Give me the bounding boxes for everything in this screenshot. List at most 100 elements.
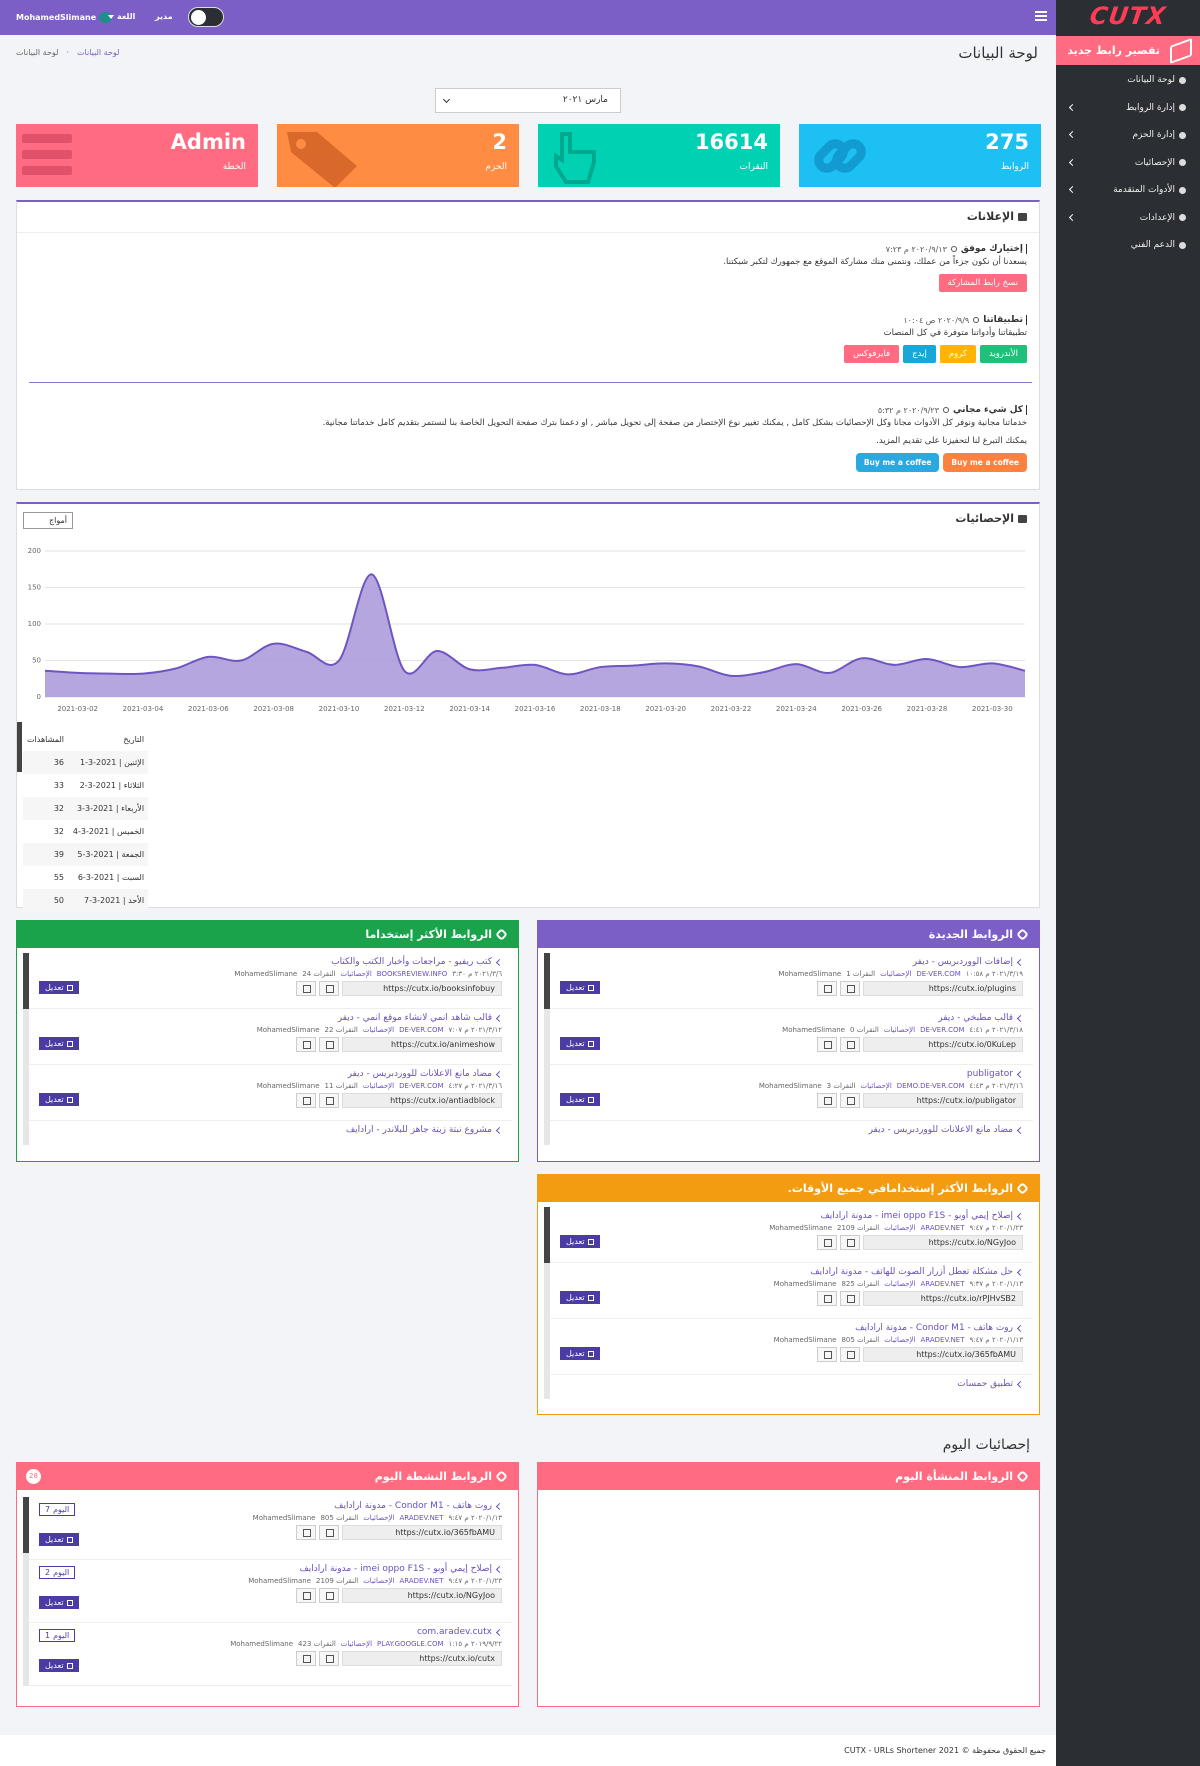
date: ٢٠١٩/٩/٢٢ م ١:١٥ (448, 1640, 502, 1648)
stats-link[interactable]: الإحصائيات (884, 1280, 916, 1288)
clicks-count: 423 (298, 1640, 312, 1648)
link-title-text[interactable]: مضاد مانع الاعلانات للووردبريس - ديفر (347, 1069, 492, 1079)
link-title-text[interactable]: publigator (966, 1069, 1013, 1079)
edit-button[interactable]: تعديل (39, 1093, 79, 1106)
button[interactable]: Buy me a coffee (943, 453, 1027, 472)
link-title-text[interactable]: مشروع نبتة زينة جاهز للبلاندر - ارادايف (345, 1125, 492, 1135)
open-button[interactable] (296, 1093, 316, 1108)
edit-button[interactable]: تعديل (560, 1235, 600, 1248)
stats-link[interactable]: الإحصائيات (883, 1026, 916, 1034)
button[interactable]: Buy me a coffee (855, 453, 940, 472)
menu-item[interactable]: إدارة الروابط (1056, 97, 1200, 119)
open-button[interactable] (296, 981, 316, 996)
copy-button[interactable] (319, 1093, 339, 1108)
stats-link[interactable]: الإحصائيات (884, 1224, 916, 1232)
open-button[interactable] (817, 1093, 837, 1108)
new-link-button[interactable]: تقصير رابط جديد (1056, 36, 1200, 65)
edit-button[interactable]: تعديل (39, 1533, 79, 1546)
copy-button[interactable] (840, 1347, 860, 1362)
table-cell: 32 (23, 797, 69, 820)
menu-item[interactable]: الإحصائيات (1056, 152, 1200, 174)
button[interactable]: إيدج (903, 345, 936, 363)
menu-toggle[interactable] (1035, 11, 1047, 21)
link-title-text[interactable]: قالب مطبخي - ديفر (938, 1013, 1013, 1023)
table-header: التاريخ المشاهدات (23, 728, 148, 751)
date: ٢٠٢٠/١/٢٣ م ٩:٤٧ (969, 1224, 1023, 1232)
copy-button[interactable] (319, 1037, 339, 1052)
menu-item[interactable]: الإعدادات (1056, 207, 1200, 229)
open-button[interactable] (296, 1588, 316, 1603)
link-title-text[interactable]: com.aradev.cutx (416, 1627, 492, 1637)
domain: ARADEV.NET (920, 1280, 965, 1288)
open-button[interactable] (817, 1037, 837, 1052)
short-url: https://cutx.io/NGyJoo (863, 1235, 1023, 1250)
user-menu[interactable]: MohamedSlimane (16, 12, 113, 23)
open-button[interactable] (817, 1235, 837, 1250)
edit-button[interactable]: تعديل (560, 1347, 600, 1360)
copy-button[interactable] (840, 1093, 860, 1108)
card-value: 275 (985, 130, 1029, 154)
language-menu[interactable]: اللغة (108, 12, 135, 21)
button[interactable]: فايرفوكس (844, 345, 900, 363)
open-button[interactable] (296, 1651, 316, 1666)
stats-link[interactable]: الإحصائيات (860, 1082, 892, 1090)
edit-button[interactable]: تعديل (39, 1659, 79, 1672)
mode-toggle[interactable] (188, 7, 224, 27)
menu-item[interactable]: الدعم الفني (1056, 234, 1200, 256)
edit-button[interactable]: تعديل (560, 981, 600, 994)
link-title-text[interactable]: إضافات الووردبريس - ديفر (912, 957, 1013, 967)
link-title-text[interactable]: كتب ريفيو - مراجعات وأخبار الكتب والكتاب (331, 957, 492, 967)
open-button[interactable] (817, 1291, 837, 1306)
copy-button[interactable] (840, 1037, 860, 1052)
edit-button[interactable]: تعديل (560, 1037, 600, 1050)
breadcrumb-link[interactable]: لوحة البيانات (77, 48, 120, 57)
today-badge: اليوم 2 (39, 1566, 76, 1579)
stats-link[interactable]: الإحصائيات (340, 1640, 373, 1648)
table-row: الأحد | 2021-3-7 50 (23, 889, 149, 912)
stats-link[interactable]: الإحصائيات (362, 1082, 395, 1090)
link-title-text[interactable]: مضاد مانع الاعلانات للووردبريس - ديفر (868, 1125, 1013, 1135)
button[interactable]: كروم (939, 345, 976, 363)
menu-item[interactable]: إدارة الحزم (1056, 124, 1200, 146)
stats-link[interactable]: الإحصائيات (362, 1026, 395, 1034)
button[interactable]: نسخ رابط المشاركة (938, 274, 1027, 292)
chart-type-select[interactable]: أمواج (23, 512, 73, 529)
copy-button[interactable] (840, 981, 860, 996)
x-tick-label: 2021-03-02 (57, 705, 98, 713)
edit-button[interactable]: تعديل (39, 1596, 79, 1609)
menu-item[interactable]: الأدوات المتقدمة (1056, 179, 1200, 201)
stats-link[interactable]: الإحصائيات (884, 1336, 916, 1344)
logo[interactable]: CUTX (1088, 2, 1168, 30)
menu-item[interactable]: لوحة البيانات (1056, 69, 1200, 91)
link-title-text[interactable]: روت هاتف - Condor M1 - مدونة ارادايف (334, 1501, 492, 1511)
stats-link[interactable]: الإحصائيات (363, 1577, 395, 1585)
link-title-text[interactable]: قالب شاهد انمي لانشاء موقع انمي - ديفر (337, 1013, 492, 1023)
open-button[interactable] (296, 1525, 316, 1540)
open-button[interactable] (817, 981, 837, 996)
open-button[interactable] (296, 1037, 316, 1052)
menu-label: إدارة الروابط (1125, 102, 1175, 113)
edit-button[interactable]: تعديل (560, 1093, 600, 1106)
link-title-text[interactable]: روت هاتف - Condor M1 - مدونة ارادايف (855, 1323, 1013, 1333)
edit-button[interactable]: تعديل (39, 981, 79, 994)
x-tick-label: 2021-03-08 (253, 705, 294, 713)
copy-button[interactable] (319, 1588, 339, 1603)
link-title-text[interactable]: إصلاح إيمي أوبو - imei oppo F1S - مدونة … (820, 1211, 1013, 1221)
month-select[interactable]: مارس ٢٠٢١ (435, 88, 621, 113)
button[interactable]: الأندرويد (979, 345, 1027, 363)
link-title-text[interactable]: حل مشكلة تعطل أزرار الصوت للهاتف - مدونة… (810, 1267, 1013, 1277)
copy-button[interactable] (319, 981, 339, 996)
copy-button[interactable] (840, 1235, 860, 1250)
stats-link[interactable]: الإحصائيات (880, 970, 912, 978)
stats-link[interactable]: الإحصائيات (363, 1514, 395, 1522)
copy-button[interactable] (840, 1291, 860, 1306)
header-cell: التاريخ (123, 735, 145, 744)
stats-link[interactable]: الإحصائيات (340, 970, 372, 978)
link-title-text[interactable]: تطبيق حمسات (957, 1379, 1013, 1389)
link-title-text[interactable]: إصلاح إيمي أوبو - imei oppo F1S - مدونة … (299, 1564, 492, 1574)
copy-button[interactable] (319, 1525, 339, 1540)
open-button[interactable] (817, 1347, 837, 1362)
edit-button[interactable]: تعديل (560, 1291, 600, 1304)
copy-button[interactable] (319, 1651, 339, 1666)
edit-button[interactable]: تعديل (39, 1037, 79, 1050)
